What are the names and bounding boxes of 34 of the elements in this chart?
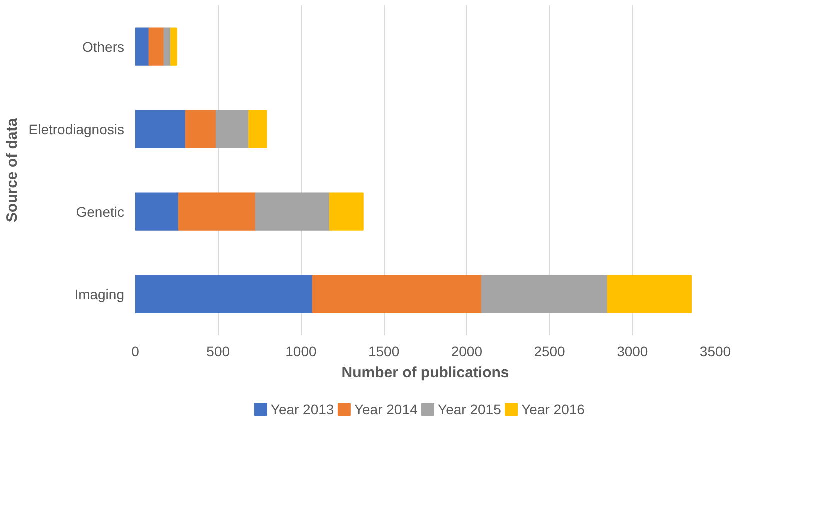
bar <box>136 275 314 314</box>
bar <box>248 110 268 148</box>
x-axis-title: Number of publications <box>342 364 510 382</box>
bar <box>136 110 186 148</box>
x-tick-label: 500 <box>206 344 230 360</box>
y-axis-title: Source of data <box>4 118 21 223</box>
legend-label: Year 2014 <box>354 402 418 418</box>
bar <box>255 192 330 231</box>
x-tick-label: 2500 <box>534 344 566 360</box>
bar <box>136 192 180 231</box>
x-tick-label: 3000 <box>617 344 648 360</box>
bar <box>178 192 256 231</box>
bar <box>312 275 482 314</box>
y-tick-label: Imaging <box>74 286 125 302</box>
y-tick-label: Genetic <box>76 204 124 220</box>
legend-label: Year 2015 <box>438 402 502 418</box>
bar <box>216 110 250 148</box>
x-tick-label: 0 <box>132 344 140 360</box>
bar <box>170 28 178 66</box>
legend-label: Year 2013 <box>270 402 334 418</box>
bar <box>329 192 364 231</box>
bar <box>185 110 217 148</box>
bar <box>607 275 692 314</box>
legend-label: Year 2016 <box>522 402 586 418</box>
x-tick-label: 3500 <box>700 344 732 360</box>
y-tick-label: Others <box>82 38 124 55</box>
x-tick-label: 1000 <box>286 344 317 360</box>
x-tick-label: 1500 <box>368 344 400 360</box>
bar <box>136 28 150 66</box>
bar <box>148 28 165 66</box>
bar <box>481 275 608 314</box>
x-tick-label: 2000 <box>451 344 483 360</box>
bar <box>164 28 172 66</box>
y-tick-label: Eletrodiagnosis <box>28 121 125 138</box>
